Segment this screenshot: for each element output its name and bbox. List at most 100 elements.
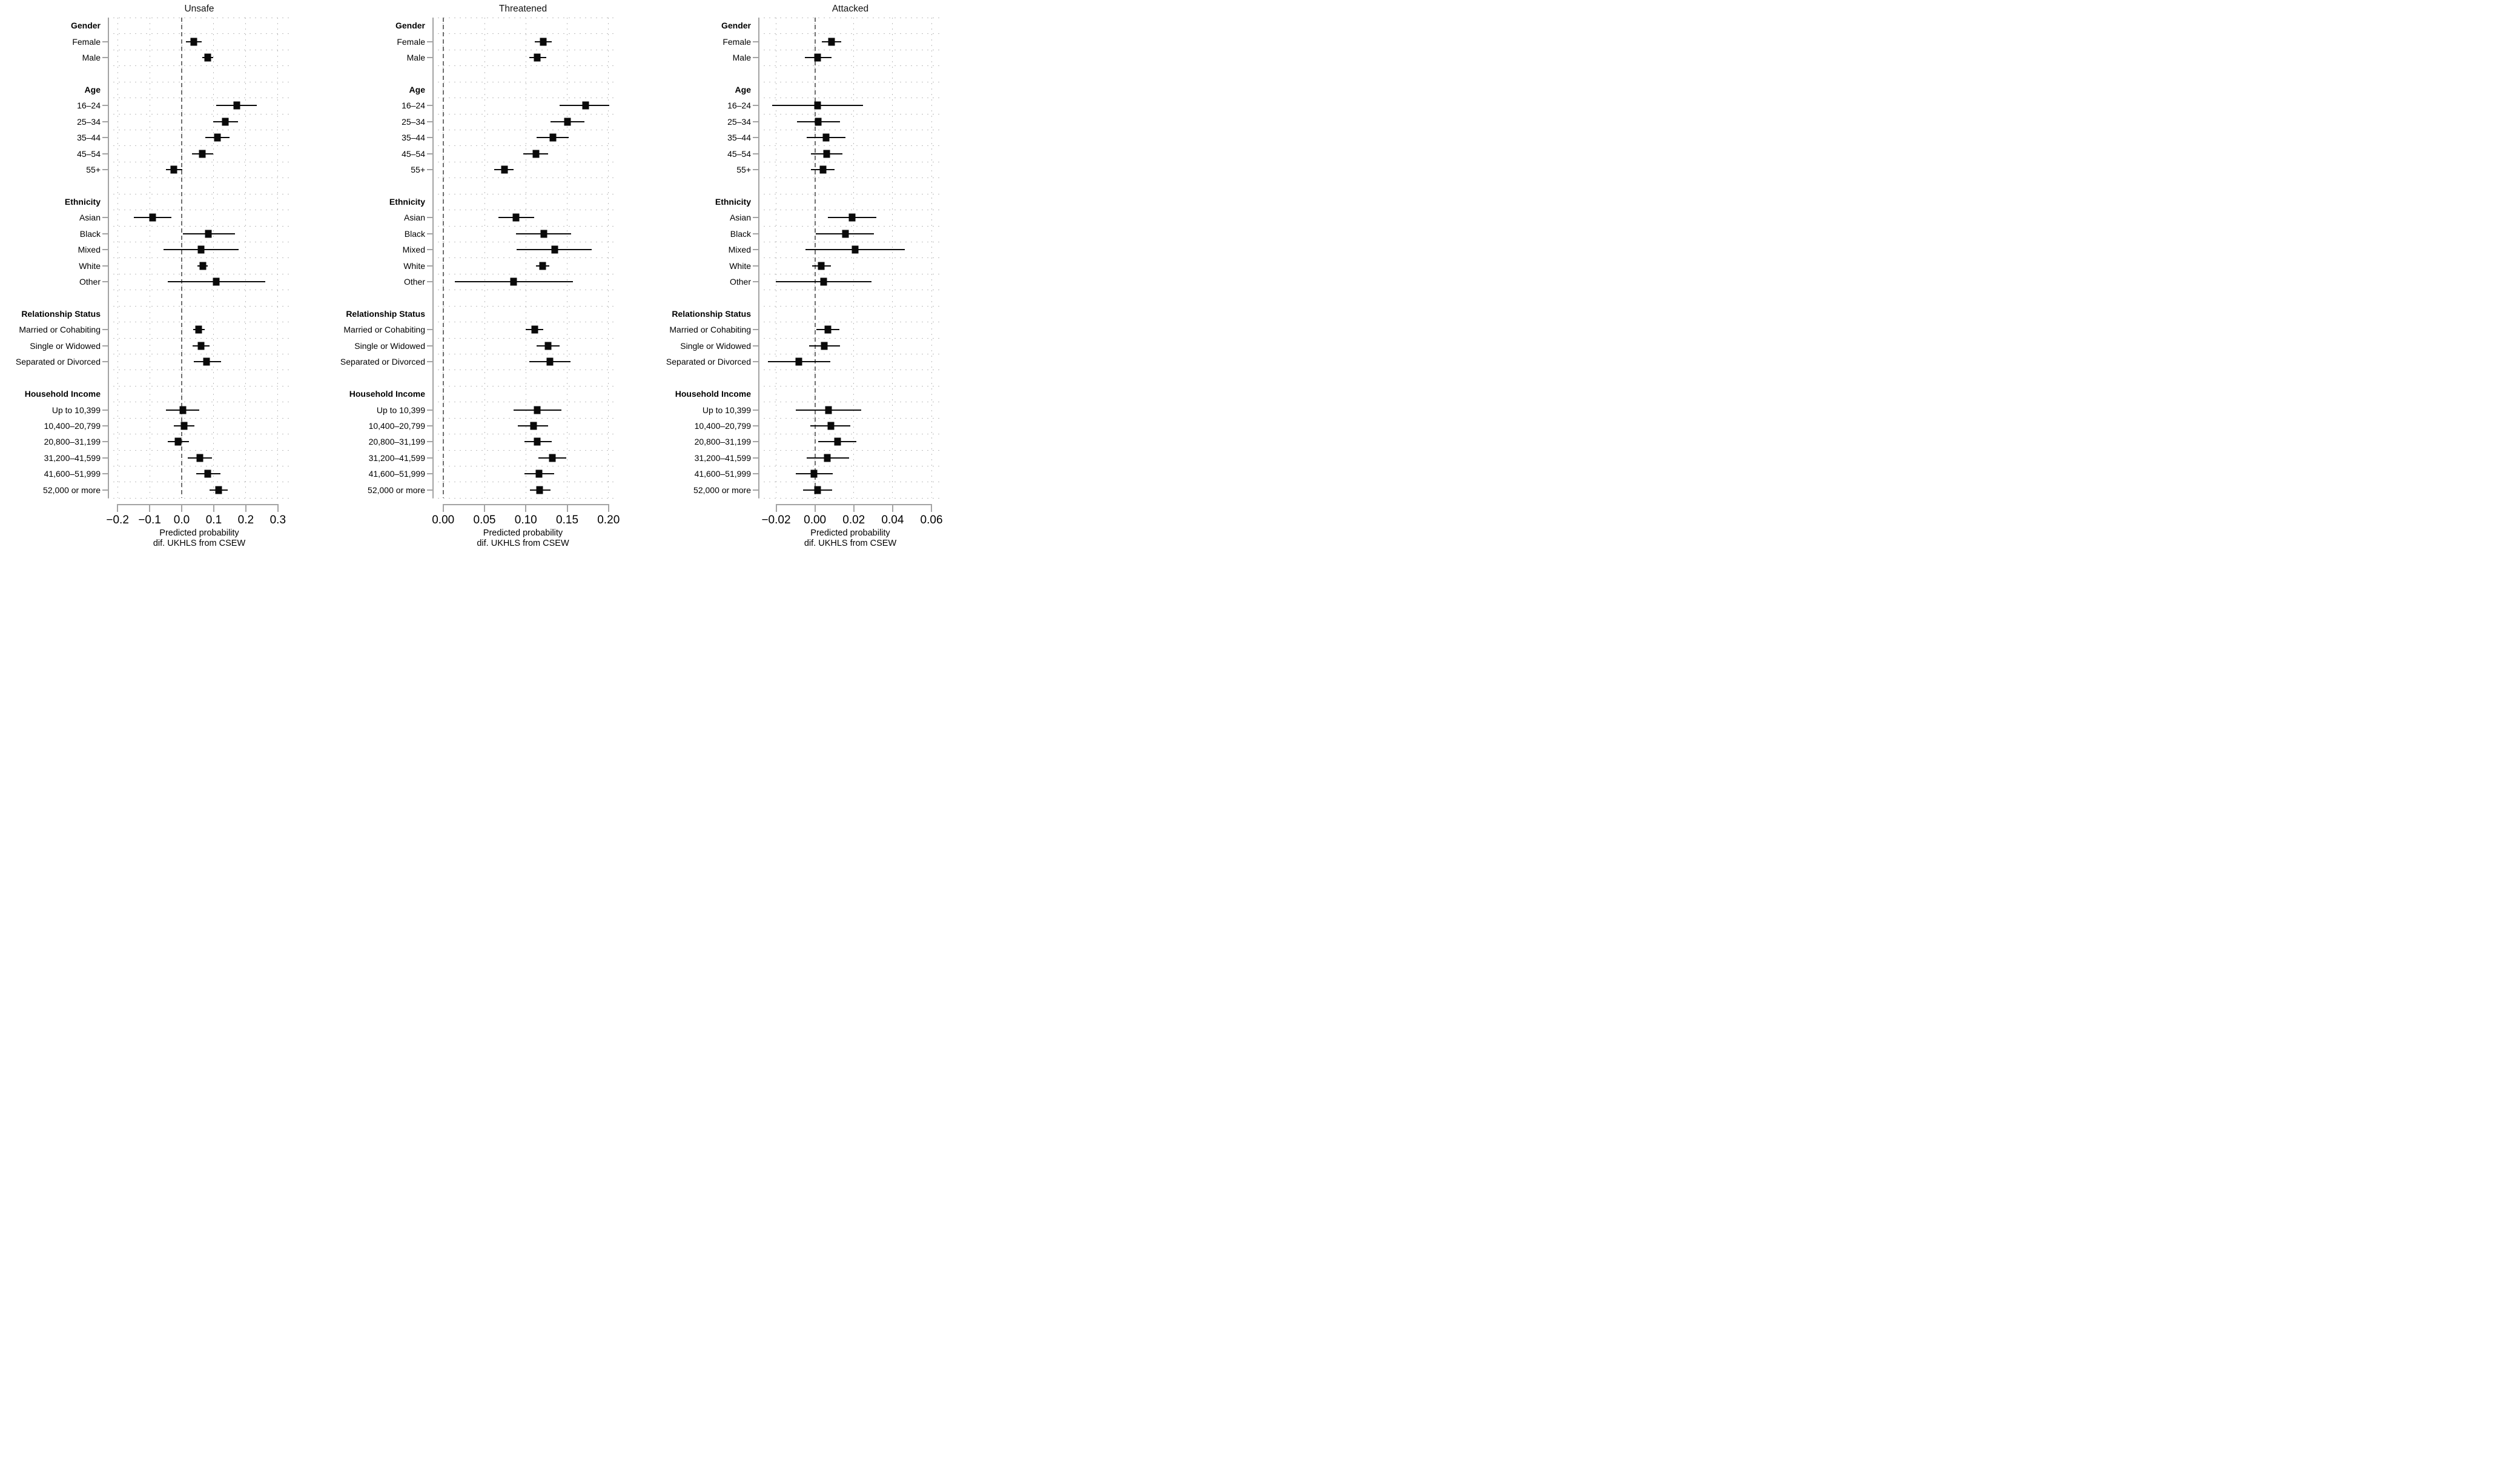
y-axis-row-tick (753, 473, 758, 475)
y-axis-row-tick (753, 361, 758, 363)
x-axis-title-line2: dif. UKHLS from CSEW (804, 538, 897, 548)
y-axis-row-tick (102, 361, 108, 363)
x-axis-tick (442, 504, 444, 512)
x-tick-label: 0.05 (473, 514, 496, 526)
y-axis-row-tick (427, 489, 432, 491)
row-label: 10,400–20,799 (44, 420, 101, 431)
row-label: Asian (729, 213, 751, 223)
y-axis-row-tick (427, 457, 432, 459)
v-gridline (931, 18, 932, 498)
point-marker (828, 38, 835, 46)
v-gridline (213, 18, 214, 498)
panel-title: Attacked (832, 4, 869, 14)
h-gridline (432, 225, 613, 227)
y-axis-row-tick (753, 137, 758, 139)
x-tick-label: 0.3 (270, 514, 286, 526)
point-marker (536, 486, 543, 494)
row-label: 31,200–41,599 (368, 453, 425, 463)
y-axis-row-tick (753, 281, 758, 283)
point-marker (540, 38, 547, 46)
row-label: Female (72, 36, 101, 47)
point-marker (222, 118, 229, 126)
point-marker (549, 133, 557, 142)
point-marker (814, 101, 821, 110)
row-label: Black (404, 228, 425, 239)
y-axis-row-tick (753, 105, 758, 107)
x-tick-label: 0.1 (205, 514, 222, 526)
h-gridline (432, 65, 613, 67)
h-gridline (108, 449, 291, 451)
row-label-column: Gender Female Male Age 16–24 25–34 35–44 45–54 5… (0, 0, 108, 550)
x-axis-tick (149, 504, 151, 512)
y-axis-row-tick (427, 345, 432, 347)
row-label: 25–34 (402, 116, 425, 127)
row-label: 45–54 (77, 148, 101, 159)
x-axis-tick (213, 504, 214, 512)
h-gridline (108, 145, 291, 147)
y-axis-row-tick (102, 233, 108, 234)
row-label: Single or Widowed (354, 340, 425, 351)
y-axis-row-tick (102, 137, 108, 139)
row-label: Married or Cohabiting (343, 325, 425, 335)
h-gridline (432, 417, 613, 419)
h-gridline (108, 337, 291, 339)
y-axis-row-tick (427, 249, 432, 251)
row-label: Other (79, 277, 101, 287)
h-gridline (758, 305, 942, 307)
group-header-label: Age (409, 84, 425, 95)
y-axis-row-tick (753, 57, 758, 59)
point-marker (530, 422, 537, 430)
y-axis-row-tick (427, 57, 432, 59)
group-header-label: Relationship Status (346, 308, 425, 319)
y-axis-row-tick (102, 265, 108, 267)
row-label: 20,800–31,199 (368, 437, 425, 447)
x-axis-title: Predicted probability dif. UKHLS from CS… (477, 528, 569, 548)
group-header-label: Ethnicity (389, 196, 425, 207)
point-marker (190, 38, 197, 46)
row-label: Single or Widowed (680, 340, 751, 351)
group-header-label: Household Income (24, 389, 101, 399)
row-label: Other (729, 277, 751, 287)
x-tick-label: 0.0 (173, 514, 190, 526)
group-header-label: Gender (721, 21, 751, 31)
y-axis-row-tick (102, 473, 108, 475)
row-label: Married or Cohabiting (669, 325, 751, 335)
y-axis-row-tick (427, 281, 432, 283)
point-marker (215, 486, 222, 494)
point-marker (179, 406, 187, 414)
x-axis-tick (775, 504, 777, 512)
x-tick-label: −0.1 (138, 514, 161, 526)
point-marker (535, 469, 543, 478)
row-label: 35–44 (402, 133, 425, 143)
y-axis-row-tick (427, 169, 432, 171)
point-marker (546, 357, 554, 366)
y-axis-line (432, 18, 434, 498)
x-axis-tick (566, 504, 568, 512)
row-label: Up to 10,399 (51, 405, 101, 415)
row-label: 35–44 (77, 133, 101, 143)
point-marker (199, 262, 207, 270)
zero-reference-line (814, 18, 816, 498)
plot-area: Predicted probability dif. UKHLS from CS… (427, 0, 620, 550)
point-marker (199, 150, 206, 158)
point-marker (814, 53, 821, 62)
y-axis-row-tick (427, 105, 432, 107)
row-label: Up to 10,399 (702, 405, 751, 415)
x-tick-label: 0.06 (920, 514, 943, 526)
point-marker (540, 230, 547, 238)
point-marker (582, 101, 589, 110)
point-marker (205, 230, 212, 238)
row-label-column: Gender Female Male Age 16–24 25–34 35–44 45–54 5… (613, 0, 758, 550)
point-marker (170, 165, 177, 174)
y-axis-row-tick (753, 409, 758, 411)
row-label-column: Gender Female Male Age 16–24 25–34 35–44 45–54 5… (291, 0, 432, 550)
row-label: Separated or Divorced (340, 357, 425, 367)
x-tick-label: 0.2 (237, 514, 254, 526)
point-marker (203, 357, 210, 366)
point-marker (852, 245, 859, 254)
point-marker (534, 437, 541, 446)
point-marker (824, 454, 831, 462)
x-axis-title: Predicted probability dif. UKHLS from CS… (804, 528, 896, 548)
point-marker (827, 422, 835, 430)
x-axis-title-line2: dif. UKHLS from CSEW (153, 538, 246, 548)
